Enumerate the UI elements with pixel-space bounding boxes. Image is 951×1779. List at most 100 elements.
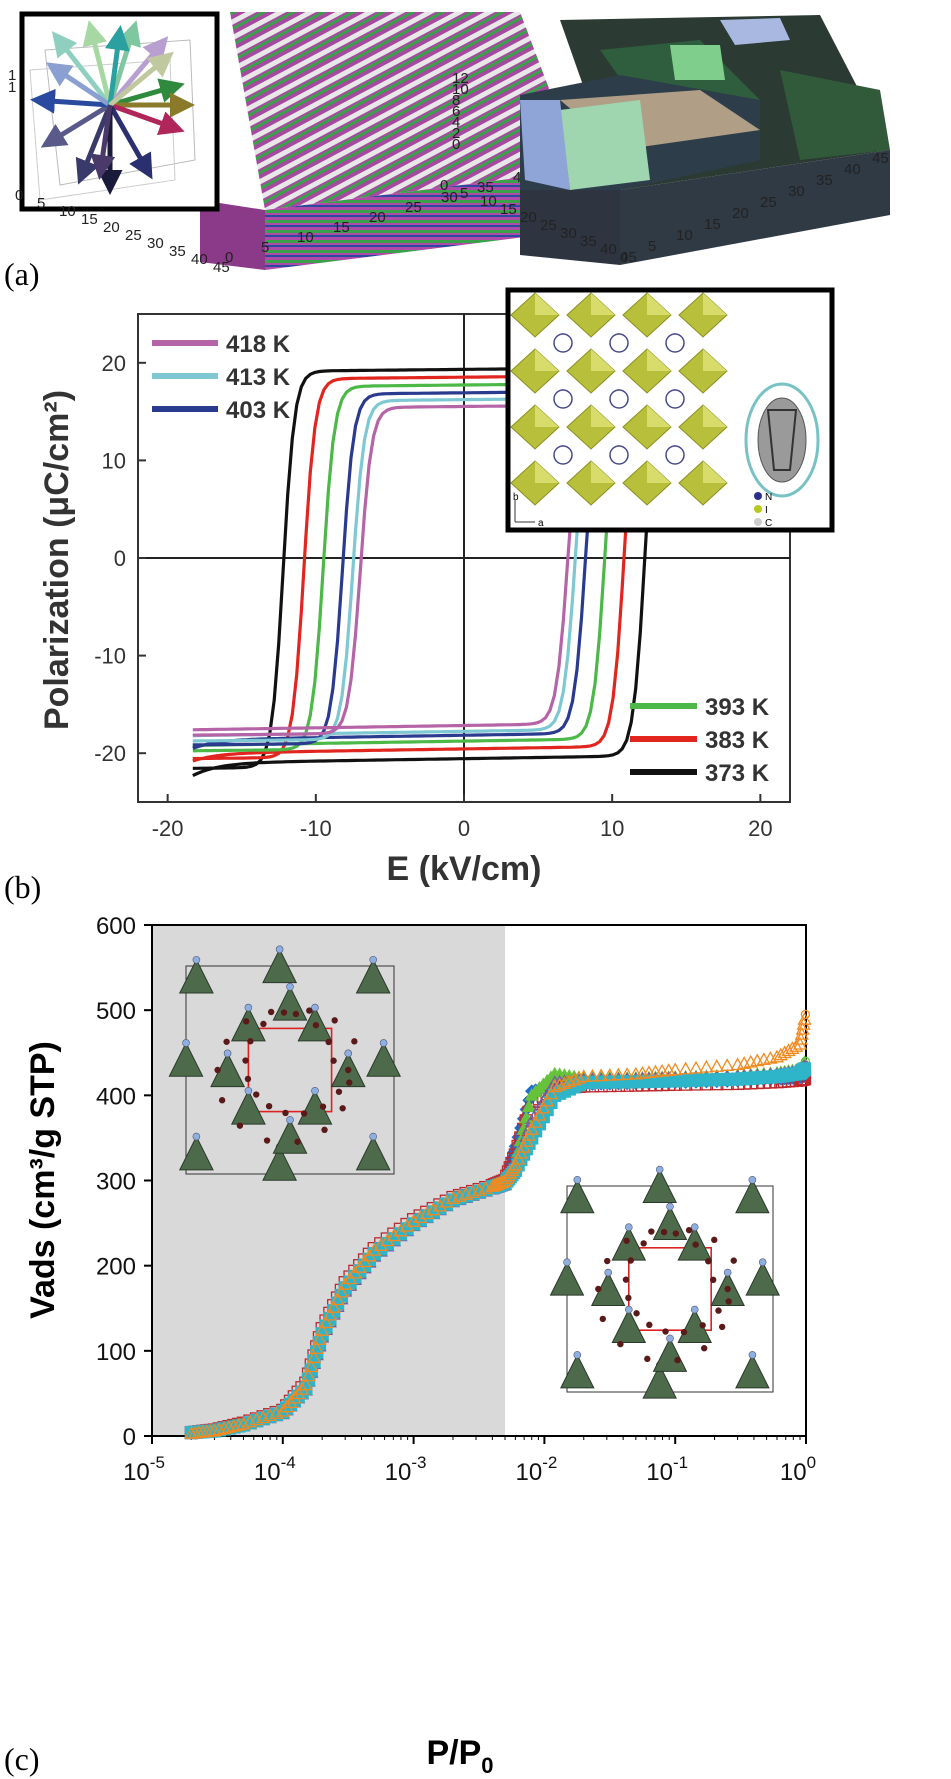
right-x-tick-label: 20 bbox=[520, 209, 537, 226]
isotherm-point bbox=[283, 1395, 298, 1408]
isotherm-point bbox=[439, 1194, 454, 1208]
isotherm-x-tick-base: 10 bbox=[385, 1459, 412, 1486]
framework-linker-atom bbox=[321, 1126, 328, 1134]
framework-linker-atom bbox=[263, 1137, 271, 1144]
octahedron-face bbox=[647, 405, 671, 427]
octahedron-face bbox=[591, 293, 615, 315]
octahedron-face bbox=[535, 461, 559, 483]
atom-n-label: N bbox=[765, 492, 772, 503]
framework-linker-atom bbox=[325, 1038, 332, 1046]
isotherm-point bbox=[212, 1422, 227, 1436]
right-y-tick-label: 45 bbox=[872, 150, 889, 167]
framework-linker-atom bbox=[640, 1240, 647, 1247]
polarization-vector-10 bbox=[40, 102, 112, 148]
framework-tetrahedron bbox=[168, 1041, 204, 1077]
framework-linker-atom bbox=[253, 1091, 260, 1098]
isotherm-x-tick-base: 10 bbox=[780, 1459, 807, 1486]
framework-tetrahedron bbox=[355, 1135, 391, 1171]
octahedron-face bbox=[535, 293, 559, 315]
isotherm-point bbox=[524, 1122, 539, 1135]
framework-linker-atom bbox=[627, 1257, 634, 1264]
framework-node bbox=[379, 1039, 388, 1047]
framework-node bbox=[690, 1223, 699, 1231]
isotherm-point bbox=[562, 1074, 577, 1088]
isotherm-point bbox=[493, 1175, 508, 1189]
isotherm-y-tick-label: 600 bbox=[96, 913, 136, 940]
framework-tetrahedron bbox=[355, 958, 391, 994]
isotherm-point bbox=[226, 1419, 241, 1432]
isotherm-point bbox=[594, 1068, 609, 1082]
polarization-vector-1 bbox=[82, 20, 113, 106]
cation-bonds bbox=[766, 409, 798, 471]
isotherm-point bbox=[419, 1206, 434, 1220]
isotherm-y-tick-label: 500 bbox=[96, 998, 136, 1025]
framework-tetrahedron bbox=[560, 1353, 595, 1389]
left-block-ticks: 05101520253035404505101520253035404511 bbox=[8, 67, 566, 276]
polarization-vectors-inset bbox=[19, 11, 220, 212]
isotherm-point bbox=[294, 1381, 310, 1395]
isotherm-point bbox=[301, 1368, 316, 1382]
left-y-tick-label: 0 bbox=[225, 249, 233, 266]
framework-linker-atom bbox=[705, 1257, 712, 1265]
isotherm-point bbox=[557, 1076, 572, 1089]
isotherm-y-axis-title: Vads (cm³/g STP) bbox=[24, 1041, 62, 1319]
polarization-vector-14 bbox=[108, 51, 174, 107]
framework-node bbox=[192, 955, 201, 964]
legend-label-393k: 393 K bbox=[705, 694, 770, 721]
isotherm-x-tick-exp: 0 bbox=[807, 1453, 816, 1472]
right-y-tick-label: 10 bbox=[676, 227, 693, 244]
cation-cluster bbox=[553, 333, 573, 353]
left-z-tick-label: 1 bbox=[8, 67, 16, 84]
isotherm-x-tick-exp: -5 bbox=[150, 1453, 165, 1472]
isotherm-point bbox=[306, 1350, 322, 1364]
domain-lightblue bbox=[520, 100, 570, 190]
right-x-tick-label: 40 bbox=[600, 241, 617, 258]
framework-linker-atom bbox=[617, 1340, 624, 1348]
framework-node bbox=[275, 945, 284, 954]
left-y-tick-label: 35 bbox=[477, 179, 494, 196]
left-x-tick-label: 45 bbox=[213, 259, 230, 276]
isotherm-x-tick-label: 10-3 bbox=[385, 1453, 427, 1486]
domain-green-2 bbox=[670, 45, 725, 80]
panel-c-label: (c) bbox=[4, 1741, 40, 1777]
right-x-tick-label: 0 bbox=[440, 177, 448, 194]
framework-node bbox=[244, 1003, 253, 1012]
framework-tetrahedron bbox=[560, 1178, 595, 1214]
framework-linker-atom bbox=[644, 1355, 651, 1363]
right-block-side-face bbox=[520, 190, 620, 265]
domain-green-3 bbox=[780, 70, 890, 160]
framework-linker-atom bbox=[660, 1228, 668, 1236]
right-y-tick-label: 35 bbox=[816, 172, 833, 189]
framework-node bbox=[286, 982, 294, 991]
left-x-tick-label: 0 bbox=[15, 187, 23, 204]
framework-linker-atom bbox=[709, 1276, 717, 1284]
polarization-vector-4 bbox=[109, 78, 185, 108]
framework-linker-atom bbox=[711, 1236, 718, 1244]
framework-tetrahedron bbox=[652, 1205, 688, 1241]
isotherm-x-tick-label: 100 bbox=[780, 1453, 816, 1486]
polarization-vector-7 bbox=[107, 103, 153, 180]
isotherm-point bbox=[334, 1284, 349, 1298]
framework-linker-atom bbox=[730, 1257, 737, 1264]
isotherm-point bbox=[207, 1423, 222, 1437]
right-block-front-face bbox=[620, 150, 890, 265]
framework-node bbox=[311, 1003, 319, 1012]
octahedron-face bbox=[591, 349, 615, 371]
isotherm-point bbox=[800, 1009, 811, 1020]
right-z-tick-label: 12 bbox=[452, 70, 469, 87]
hysteresis-y-tick-label: 20 bbox=[102, 351, 126, 376]
isotherm-x-tick-base: 10 bbox=[254, 1459, 281, 1486]
panel-a: 05101520253035404505101520253035404511 0… bbox=[4, 11, 890, 292]
framework-node bbox=[624, 1223, 633, 1231]
isotherm-point bbox=[231, 1417, 246, 1431]
octahedron-face bbox=[535, 405, 559, 427]
isotherm-point bbox=[699, 1059, 714, 1073]
isotherm-point bbox=[413, 1210, 428, 1223]
atom-i-label: I bbox=[765, 505, 768, 516]
polarization-vector-9 bbox=[75, 104, 113, 185]
isotherm-point bbox=[552, 1077, 567, 1091]
framework-linker-atom bbox=[265, 1102, 273, 1110]
hysteresis-x-tick-label: 0 bbox=[458, 816, 470, 841]
framework-tetrahedron bbox=[262, 948, 298, 984]
framework-node bbox=[573, 1176, 582, 1184]
